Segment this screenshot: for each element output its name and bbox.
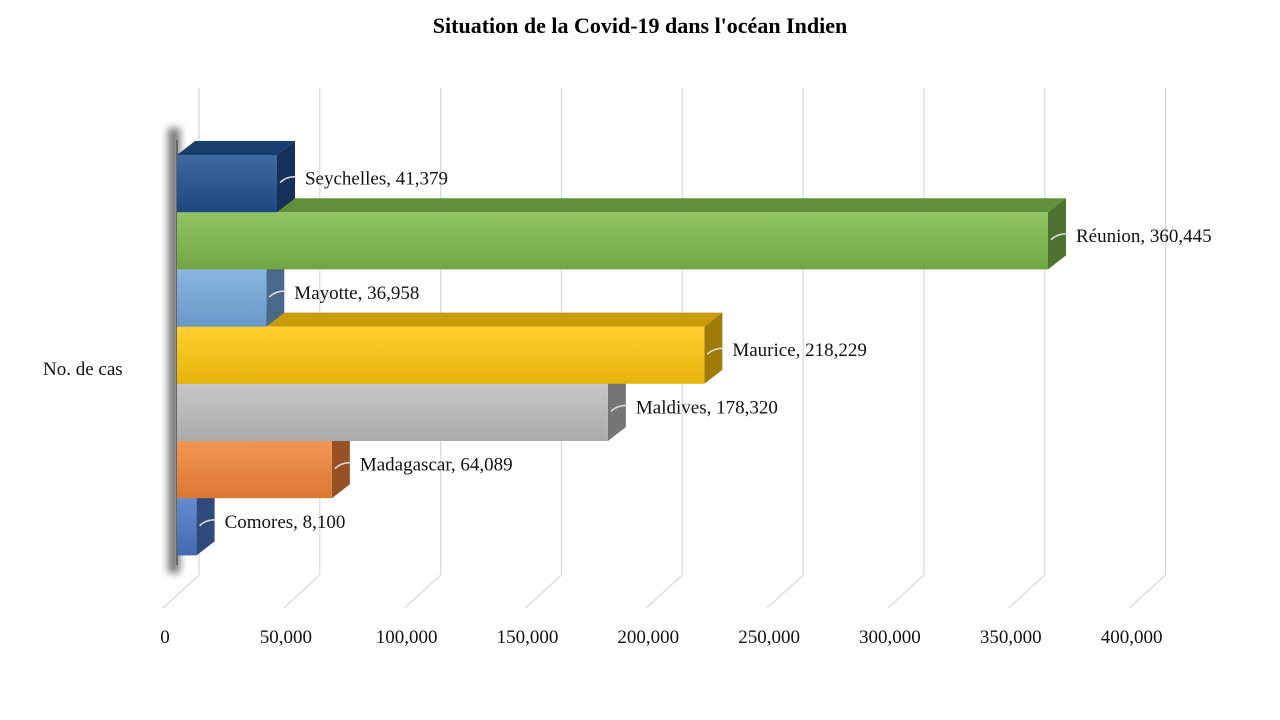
- bar-seychelles: Seychelles, 41,379: [177, 141, 448, 213]
- bar-front-face: [177, 212, 1048, 270]
- data-label: Madagascar, 64,089: [360, 455, 513, 476]
- gridline-floor: [1129, 574, 1166, 609]
- bar-side-face: [196, 484, 215, 556]
- bar-side-face: [704, 312, 723, 384]
- x-tick-label: 200,000: [617, 627, 679, 648]
- gridline-floor: [162, 574, 200, 609]
- chart-title: Situation de la Covid-19 dans l'océan In…: [433, 13, 847, 38]
- x-tick-label: 300,000: [859, 627, 921, 648]
- bar-front-face: [177, 155, 277, 213]
- x-tick-label: 350,000: [980, 627, 1042, 648]
- bar-side-face: [1048, 198, 1066, 270]
- bar-side-face: [607, 369, 626, 441]
- bar-top-face: [177, 198, 1066, 213]
- bar-maurice: Maurice, 218,229: [177, 312, 867, 384]
- data-label: Maurice, 218,229: [732, 340, 867, 361]
- bar-front-face: [177, 326, 705, 384]
- bar-front-face: [177, 383, 608, 441]
- bar-side-face: [276, 141, 295, 213]
- x-tick-label: 250,000: [738, 627, 800, 648]
- gridline-floor: [525, 574, 562, 609]
- bar-side-face: [331, 427, 350, 499]
- leader-line: [334, 461, 351, 470]
- x-tick-label: 400,000: [1101, 627, 1163, 648]
- bar-top-face: [177, 312, 723, 327]
- category-label: No. de cas: [43, 359, 123, 380]
- data-label: Comores, 8,100: [225, 512, 346, 533]
- leader-line: [279, 175, 297, 184]
- data-label: Mayotte, 36,958: [294, 283, 419, 304]
- leader-line: [268, 290, 286, 298]
- x-tick-label: 150,000: [497, 627, 559, 648]
- x-tick-label: 0: [160, 627, 170, 648]
- gridline-floor: [283, 574, 321, 609]
- data-label: Maldives, 178,320: [636, 397, 778, 418]
- bar-front-face: [177, 441, 332, 499]
- gridline-floor: [645, 574, 683, 609]
- gridline-floor: [887, 574, 925, 609]
- bar-front-face: [177, 269, 267, 327]
- gridline-floor: [766, 574, 804, 609]
- data-label: Seychelles, 41,379: [305, 169, 448, 190]
- gridline-floor: [404, 574, 442, 609]
- data-label: Réunion, 360,445: [1076, 226, 1212, 247]
- leader-line: [199, 519, 216, 527]
- x-tick-label: 100,000: [376, 627, 438, 648]
- bar-reunion: Réunion, 360,445: [177, 198, 1212, 270]
- leader-line: [1050, 233, 1068, 241]
- leader-line: [706, 347, 724, 355]
- bar-side-face: [266, 255, 285, 327]
- bar-top-face: [177, 141, 295, 155]
- gridline-floor: [1008, 574, 1046, 609]
- x-tick-label: 50,000: [260, 627, 312, 648]
- bar-front-face: [177, 498, 197, 556]
- leader-line: [610, 404, 627, 412]
